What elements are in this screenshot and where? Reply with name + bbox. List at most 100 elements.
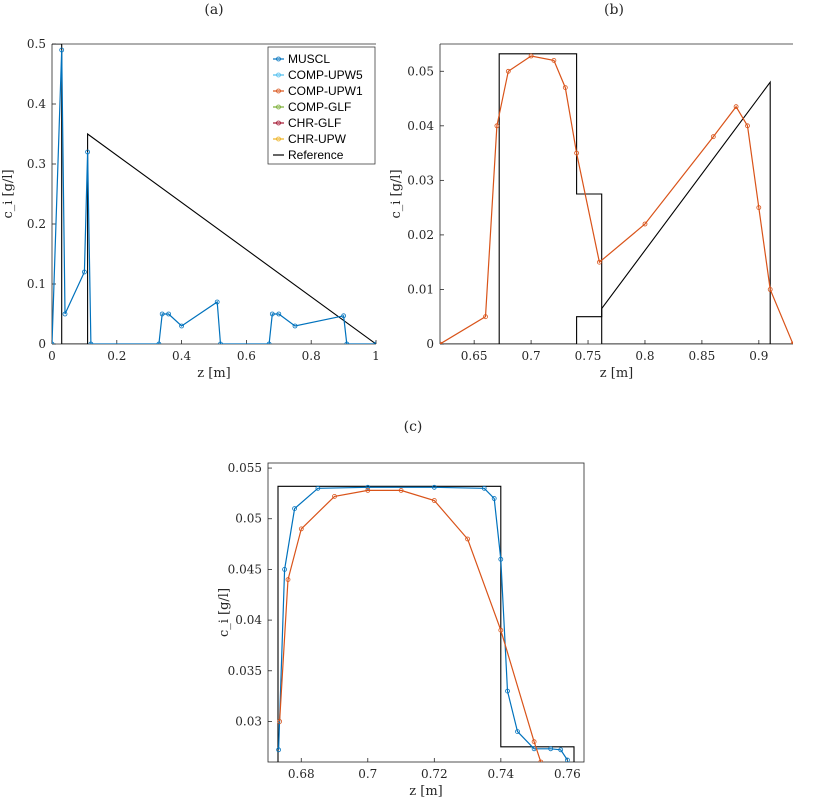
panel-a-ytick-label: 0.5 (27, 37, 46, 51)
legend-marker-chr-upw (276, 136, 281, 142)
panel-label-c: (c) (404, 419, 423, 435)
panel-a-ytick-label: 0.4 (27, 97, 46, 111)
panel-a-point-muscl (85, 149, 90, 155)
panel-c-point-muscl (565, 757, 570, 762)
panel-c-xlabel: z [m] (409, 784, 442, 799)
legend-marker-chr-glf (276, 120, 281, 126)
panel-c-point-muscl (558, 747, 564, 753)
panel-a-point-muscl (276, 311, 282, 317)
panel-b-point-comp-upw1 (733, 104, 739, 110)
panel-c-xtick-label: 0.7 (358, 767, 377, 781)
panel-c-point-muscl (292, 506, 298, 512)
panel-a-point-muscl (344, 341, 350, 344)
legend: MUSCL COMP-UPW5 COMP-UPW1 COMP-GLF CHR-GLF CH… (267, 46, 376, 165)
panel-c-ylabel: c_i [g/l] (217, 588, 232, 637)
panel-b-point-comp-upw1 (551, 58, 557, 63)
panel-c-point-muscl (481, 485, 487, 491)
panel-a-point-muscl (341, 313, 347, 319)
panel-c-frame (267, 462, 585, 763)
panel-c-axes: 0.68 0.7 0.72 0.74 0.76 0.03 0.035 0.04 0.045 0.0… (217, 461, 585, 799)
panel-c-ytick-label: 0.05 (235, 512, 262, 526)
legend-marker-comp-glf (276, 104, 281, 110)
panel-c-point-muscl (315, 485, 321, 491)
panel-b-axes: 0.65 0.7 0.75 0.8 0.85 0.9 0 0.01 0.02 0.03 0.04 0.… (389, 43, 793, 381)
panel-a-series-reference (52, 44, 376, 344)
panel-c-point-comp-upw1 (298, 526, 304, 532)
legend-label-chr-glf: CHR-GLF (288, 116, 341, 130)
panel-a-ytick-label: 0 (38, 337, 46, 351)
panel-c-point-comp-upw1 (365, 487, 371, 493)
panel-a-point-muscl (59, 47, 65, 53)
panel-b-point-comp-upw1 (767, 287, 773, 292)
panel-c-point-muscl (548, 746, 554, 752)
panel-a-axes: 0 0.2 0.4 0.6 0.8 1 0 0.1 0.2 0.3 0.4 0.5 z [m] c_i [… (1, 37, 380, 381)
panel-c-point-comp-upw1 (277, 719, 283, 724)
panel-b-xtick-label: 0.65 (461, 349, 488, 363)
panel-c-xtick-label: 0.74 (487, 767, 514, 781)
panel-a-xtick-label: 0 (48, 349, 56, 363)
legend-label-comp-upw1: COMP-UPW1 (288, 84, 363, 98)
legend-marker-comp-upw5 (276, 72, 281, 78)
panel-c-point-muscl (491, 496, 497, 501)
panel-c-ytick-label: 0.03 (235, 714, 262, 728)
panel-a-point-muscl (159, 311, 165, 317)
panel-c-ytick-label: 0.055 (228, 461, 262, 475)
panel-c-point-muscl (276, 747, 282, 753)
panel-b-xtick-label: 0.75 (575, 349, 602, 363)
legend-label-comp-glf: COMP-GLF (288, 100, 351, 114)
panel-label-a: (a) (204, 2, 223, 18)
panel-label-b: (b) (604, 2, 624, 18)
panel-b-ylabel: c_i [g/l] (389, 169, 404, 218)
panel-c-plot-area (276, 484, 575, 762)
panel-a-point-muscl (218, 341, 223, 344)
panel-c-xtick-label: 0.68 (288, 767, 315, 781)
legend-label-chr-upw: CHR-UPW (288, 132, 347, 146)
legend-box (267, 46, 376, 165)
panel-c-ytick-label: 0.04 (235, 613, 262, 627)
panel-a-point-muscl (292, 323, 298, 329)
legend-marker-muscl (276, 56, 281, 62)
panel-c-point-muscl (505, 688, 510, 694)
panel-c-point-comp-upw1 (465, 536, 471, 542)
panel-b-ytick-label: 0.02 (407, 228, 434, 242)
panel-b-xlabel: z [m] (600, 366, 633, 381)
panel-b-ytick-label: 0.05 (407, 64, 434, 78)
panel-a-ytick-label: 0.1 (27, 277, 46, 291)
panel-a-ytick-label: 0.2 (27, 217, 46, 231)
panel-b-xtick-label: 0.9 (749, 349, 768, 363)
panel-c-series-reference (277, 485, 575, 762)
panel-b-point-comp-upw1 (745, 123, 750, 129)
panel-b-point-comp-upw1 (756, 205, 762, 211)
panel-a-point-muscl (156, 341, 162, 344)
panel-c-point-muscl (365, 484, 371, 490)
panel-b-point-comp-upw1 (710, 134, 716, 140)
panel-c-point-muscl (282, 567, 288, 572)
panel-c-point-comp-upw1 (431, 498, 437, 503)
legend-label-comp-upw5: COMP-UPW5 (288, 68, 363, 82)
panel-c-point-comp-upw1 (498, 627, 504, 633)
panel-c-ytick-label: 0.035 (228, 664, 262, 678)
panel-a-ylabel: c_i [g/l] (1, 169, 16, 218)
panel-b-point-comp-upw1 (562, 85, 568, 90)
panel-c-point-muscl (431, 484, 437, 490)
legend-label-muscl: MUSCL (288, 52, 330, 66)
panel-b-xtick-label: 0.7 (522, 349, 541, 363)
panel-b-ytick-label: 0.01 (407, 282, 434, 296)
panel-c-series-comp-upw1 (279, 489, 542, 762)
panel-a-xtick-label: 0.8 (302, 349, 321, 363)
panel-c-point-muscl (515, 729, 520, 734)
panel-b-series-reference (440, 53, 793, 344)
panel-a-point-muscl (269, 311, 275, 317)
panel-a-ytick-label: 0.3 (27, 157, 46, 171)
panel-a-point-muscl (88, 341, 94, 344)
panel-b-series-comp-upw1 (440, 55, 793, 344)
panel-a-point-muscl (166, 311, 172, 317)
panel-a-xtick-label: 1 (372, 349, 380, 363)
panel-b-plot-area (440, 53, 793, 344)
panel-a-point-muscl (214, 299, 220, 305)
panel-b-point-comp-upw1 (574, 150, 579, 156)
panel-c-point-muscl (498, 556, 504, 562)
panel-b-point-comp-upw1 (597, 259, 602, 265)
panel-c-ytick-label: 0.045 (228, 562, 262, 576)
